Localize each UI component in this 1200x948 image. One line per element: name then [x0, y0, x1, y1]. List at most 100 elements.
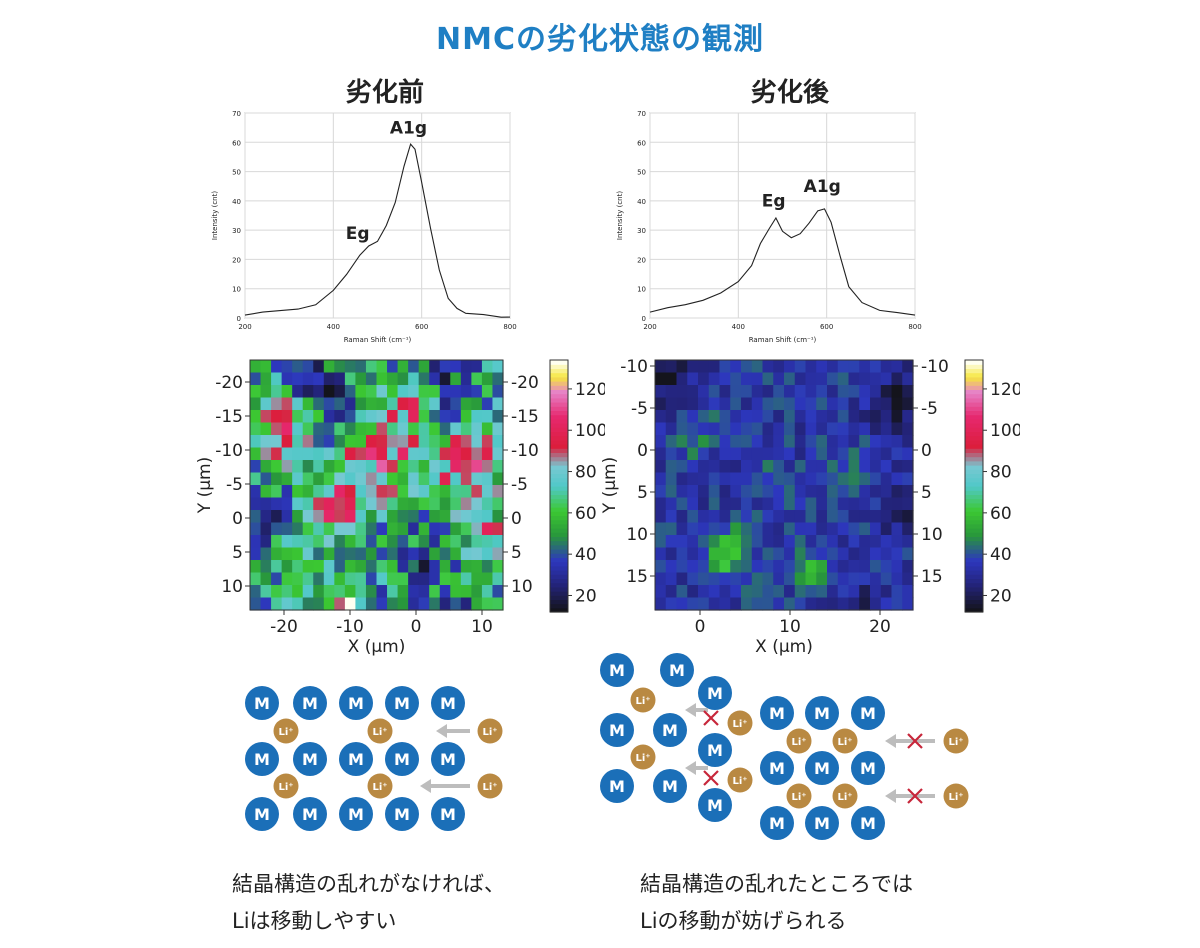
lithium-ion-label: Li⁺ — [635, 753, 650, 764]
heatmap-cell — [492, 585, 504, 599]
heatmap-cell — [762, 360, 774, 374]
metal-ion: M — [600, 713, 634, 747]
heatmap-cell — [471, 522, 483, 536]
colorbar-step — [550, 414, 568, 420]
heatmap-cell — [687, 372, 699, 386]
heatmap-cell — [344, 597, 357, 611]
heatmap-cell — [355, 360, 367, 374]
heatmap-cell — [848, 510, 860, 524]
colorbar-tick-label: 80 — [575, 463, 597, 483]
lithium-ion-circle — [832, 728, 858, 754]
heatmap-cell — [676, 510, 688, 524]
heatmap-cell — [751, 510, 764, 524]
heatmap-cell — [439, 560, 451, 574]
cross-stroke — [907, 788, 923, 804]
heatmap-cell — [837, 397, 850, 411]
colorbar-step — [550, 557, 568, 563]
heatmap-cell — [902, 585, 914, 599]
heatmap-cell — [418, 410, 430, 424]
heatmap-cell — [313, 485, 325, 499]
heatmap-cell — [719, 422, 731, 436]
heatmap-cell — [827, 397, 839, 411]
lithium-ion-circle — [832, 783, 858, 809]
heatmap-cell — [344, 410, 357, 424]
heatmap-cell — [439, 410, 451, 424]
heatmap-cell — [741, 597, 753, 611]
heatmap-cell — [762, 385, 774, 399]
heatmap-cell — [292, 510, 304, 524]
colorbar-step — [965, 582, 983, 588]
heatmap-cell — [365, 597, 378, 611]
heatmap-cell — [334, 547, 346, 561]
heatmap-cell — [880, 547, 893, 561]
heatmap-cell — [837, 360, 850, 374]
heatmap-cell — [827, 497, 839, 511]
heatmap-cell — [429, 510, 441, 524]
colorbar-step — [550, 381, 568, 386]
heatmap-cell — [376, 397, 388, 411]
heatmap-cell — [848, 485, 860, 499]
heatmap-cell — [773, 497, 785, 511]
heatmap-cell — [292, 535, 304, 549]
colorbar-step — [550, 376, 568, 382]
heatmap-cell — [827, 360, 839, 374]
heatmap-cell — [676, 397, 688, 411]
heatmap-cell — [460, 472, 472, 486]
x-tick-label: 200 — [643, 323, 656, 331]
heatmap-cell — [891, 472, 903, 486]
heatmap-cell — [271, 422, 283, 436]
heatmap-cell — [762, 497, 774, 511]
heatmap-cell — [859, 572, 871, 586]
heatmap-cell — [492, 522, 504, 536]
heatmap-cell — [292, 572, 304, 586]
heatmap-cell — [762, 522, 774, 536]
heatmap-cell — [676, 410, 688, 424]
x-tick-label: 0 — [695, 617, 706, 637]
heatmap-cell — [859, 447, 871, 461]
heatmap-cell — [429, 435, 441, 449]
colorbar-step — [965, 607, 983, 613]
heatmap-cell — [418, 522, 430, 536]
heatmap-cell — [376, 447, 388, 461]
heatmap-cell — [805, 372, 817, 386]
heatmap-cell — [408, 460, 420, 474]
heatmap-cell — [880, 597, 893, 611]
blocked-cross-icon — [907, 788, 923, 804]
heatmap-cell — [250, 360, 262, 374]
heatmap-cell — [323, 572, 335, 586]
heatmap-cell — [450, 385, 462, 399]
heatmap-cell — [741, 422, 753, 436]
heatmap-cell — [665, 472, 678, 486]
heatmap-cell — [676, 422, 688, 436]
heatmap-cell — [848, 522, 860, 536]
x-tick-label: 200 — [238, 323, 251, 331]
heatmap-cell — [784, 447, 796, 461]
heatmap-cell — [334, 522, 346, 536]
heatmap-cell — [891, 597, 903, 611]
heatmap-cell — [355, 547, 367, 561]
heatmap-cell — [870, 585, 882, 599]
heatmap-cell — [408, 522, 420, 536]
heatmap-cell — [902, 485, 914, 499]
heatmap-cell — [827, 460, 839, 474]
heatmap-cell — [292, 497, 304, 511]
heatmap-cell — [471, 547, 483, 561]
heatmap-cell — [376, 422, 388, 436]
heatmap-cell — [355, 372, 367, 386]
heatmap-cell — [376, 385, 388, 399]
heatmap-cell — [313, 472, 325, 486]
heatmap-cell — [481, 422, 494, 436]
heatmap-cell — [387, 410, 399, 424]
heatmap-cell — [450, 510, 462, 524]
colorbar-step — [965, 519, 983, 525]
heatmap-cell — [837, 497, 850, 511]
heatmap-cell — [730, 572, 742, 586]
heatmap-cell — [260, 572, 272, 586]
heatmap-cell — [250, 585, 262, 599]
colorbar-step — [965, 444, 983, 449]
heatmap-cell — [794, 510, 807, 524]
heatmap-cell — [323, 560, 335, 574]
x-tick-label: 10 — [779, 617, 801, 637]
heatmap-cell — [260, 397, 272, 411]
metal-ion: M — [805, 751, 839, 785]
